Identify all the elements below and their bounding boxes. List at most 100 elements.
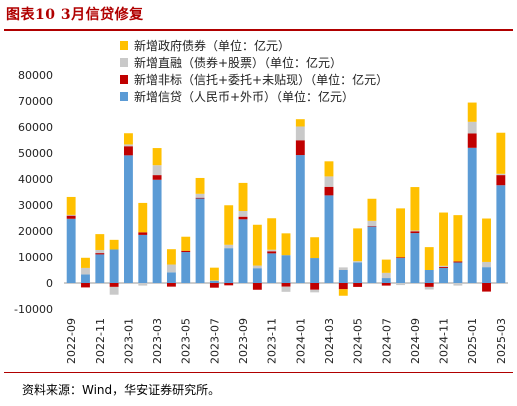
bar-segment bbox=[467, 102, 477, 122]
bar-segment bbox=[338, 283, 348, 290]
bar-segment bbox=[124, 133, 133, 145]
bar-segment bbox=[353, 283, 363, 287]
bar-segment bbox=[166, 283, 176, 287]
bar-segment bbox=[324, 176, 334, 187]
y-axis: -10000 0 10000 20000 30000 40000 50000 60000 700… bbox=[14, 69, 53, 316]
bar-segment bbox=[338, 270, 348, 283]
bar-segment bbox=[181, 236, 191, 251]
bar-segment bbox=[353, 228, 363, 262]
bar-segment bbox=[238, 210, 248, 217]
bar-segment bbox=[267, 253, 277, 283]
bar-segment bbox=[424, 283, 434, 287]
legend-label: 新增政府债券（单位：亿元） bbox=[134, 38, 290, 53]
bar-segment bbox=[310, 289, 320, 293]
bar-segment bbox=[453, 261, 463, 263]
bar-segment bbox=[195, 177, 205, 194]
bar-segment bbox=[209, 283, 219, 288]
bar-segment bbox=[381, 272, 391, 279]
bar-segment bbox=[424, 286, 434, 290]
y-tick-label: 0 bbox=[46, 277, 53, 290]
bar-segment bbox=[181, 283, 191, 285]
figure-title: 图表10 3月信贷修复 bbox=[6, 7, 144, 23]
legend: 新增政府债券（单位：亿元） 新增直融（债券+股票）（单位：亿元） 新增非标（信托+委… bbox=[120, 38, 388, 104]
x-tick-label: 2024-01 bbox=[294, 318, 307, 364]
bar-segment bbox=[267, 249, 277, 252]
legend-label: 新增直融（债券+股票）（单位：亿元） bbox=[134, 55, 342, 70]
y-tick-label: 30000 bbox=[18, 199, 53, 212]
bar-segment bbox=[410, 233, 420, 283]
bar-segment bbox=[195, 198, 205, 283]
y-tick-label: 40000 bbox=[18, 173, 53, 186]
y-tick-label: 20000 bbox=[18, 225, 53, 238]
title-rule bbox=[4, 29, 513, 31]
bar-segment bbox=[109, 286, 119, 295]
bar-segment bbox=[324, 186, 334, 196]
bar-segment bbox=[338, 289, 348, 296]
bar-segment bbox=[482, 218, 491, 262]
bar-segment bbox=[467, 147, 477, 283]
bar-segment bbox=[152, 179, 162, 283]
source-rule bbox=[4, 372, 513, 373]
bar-segment bbox=[81, 267, 90, 275]
bar-segment bbox=[66, 215, 76, 219]
bar-segment bbox=[109, 283, 119, 287]
bar-segment bbox=[281, 283, 291, 287]
bar-segment bbox=[224, 244, 234, 249]
bar-segment bbox=[152, 148, 162, 166]
bar-segment bbox=[496, 185, 506, 283]
bar-segment bbox=[209, 267, 219, 281]
x-tick-label: 2024-07 bbox=[380, 318, 393, 364]
bar-segment bbox=[109, 249, 119, 283]
legend-swatch bbox=[120, 75, 128, 84]
bar-segment bbox=[424, 270, 434, 283]
bar-segment bbox=[295, 119, 305, 127]
bar-segment bbox=[138, 234, 148, 283]
bar-segment bbox=[209, 280, 219, 281]
bar-segment bbox=[410, 187, 420, 231]
bar-segment bbox=[324, 195, 334, 283]
bar-segment bbox=[281, 255, 291, 283]
bar-segment bbox=[252, 283, 262, 290]
bar-segment bbox=[181, 252, 191, 283]
bar-segment bbox=[295, 140, 305, 156]
bar-segment bbox=[367, 226, 377, 227]
bar-segment bbox=[353, 261, 363, 263]
bar-segment bbox=[353, 262, 363, 283]
bar-segment bbox=[396, 208, 406, 258]
x-tick-label: 2023-01 bbox=[122, 318, 135, 364]
bar-segment bbox=[482, 261, 491, 268]
x-tick-label: 2022-09 bbox=[65, 318, 78, 364]
bar-segment bbox=[439, 266, 448, 268]
y-tick-label: 70000 bbox=[18, 95, 53, 108]
bar-segment bbox=[439, 265, 448, 267]
bar-segment bbox=[453, 262, 463, 283]
bar-segment bbox=[482, 283, 491, 292]
bar-segment bbox=[238, 216, 248, 220]
x-axis: 2022-09 2022-11 2023-01 2023-03 2023-05 2023-… bbox=[64, 282, 508, 364]
bars bbox=[66, 102, 506, 296]
bar-segment bbox=[95, 254, 105, 283]
legend-swatch bbox=[120, 92, 128, 101]
bar-segment bbox=[224, 283, 234, 286]
y-tick-label: 80000 bbox=[18, 69, 53, 82]
bar-segment bbox=[166, 272, 176, 283]
x-tick-label: 2023-09 bbox=[237, 318, 250, 364]
bar-segment bbox=[81, 274, 90, 283]
legend-swatch bbox=[120, 41, 128, 50]
legend-label: 新增非标（信托+委托+未贴现）（单位：亿元） bbox=[134, 72, 388, 87]
bar-segment bbox=[381, 259, 391, 273]
bar-segment bbox=[138, 283, 148, 286]
bar-segment bbox=[367, 198, 377, 221]
x-tick-label: 2024-05 bbox=[352, 318, 365, 364]
stacked-bar-chart: -10000 0 10000 20000 30000 40000 50000 60000 700… bbox=[14, 38, 508, 364]
bar-segment bbox=[267, 218, 277, 250]
x-tick-label: 2024-03 bbox=[323, 318, 336, 364]
bar-segment bbox=[410, 230, 420, 232]
bar-segment bbox=[496, 132, 506, 174]
x-tick-label: 2024-11 bbox=[438, 318, 451, 364]
bar-segment bbox=[338, 267, 348, 270]
bar-segment bbox=[396, 258, 406, 283]
bar-segment bbox=[238, 182, 248, 211]
bar-segment bbox=[381, 278, 391, 283]
bar-segment bbox=[310, 237, 320, 259]
